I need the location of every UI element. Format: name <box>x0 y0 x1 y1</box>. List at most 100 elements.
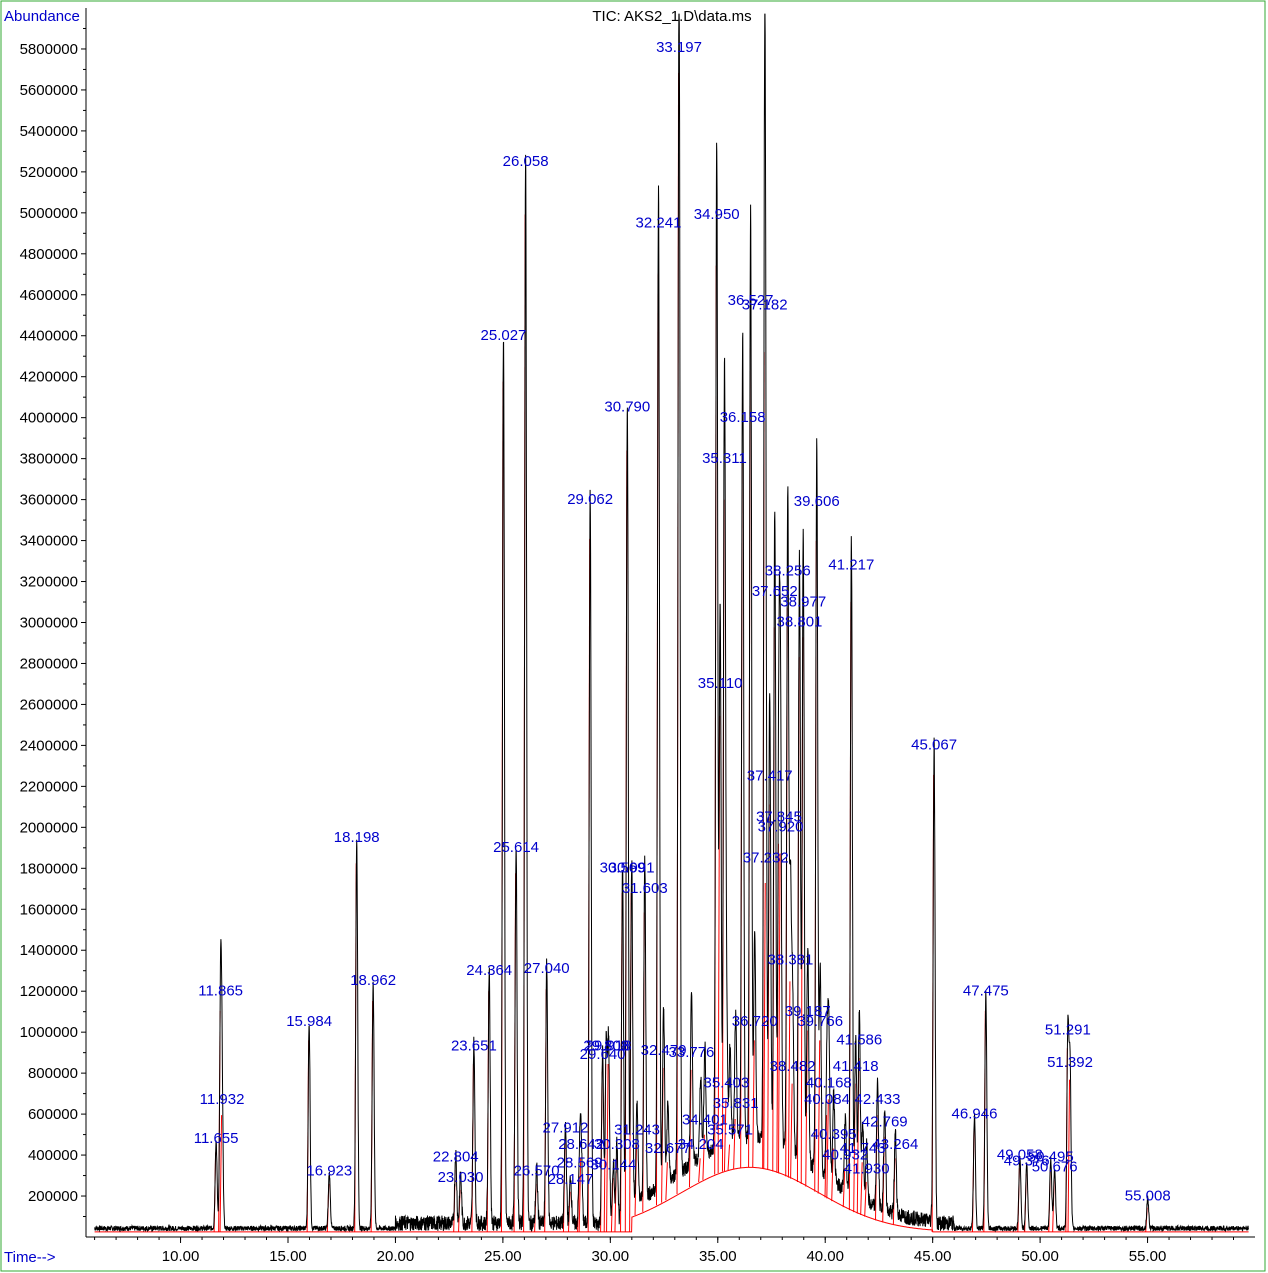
integration-peak-marker <box>665 1162 668 1201</box>
peak-label: 45.067 <box>911 737 957 754</box>
peak-label: 30.991 <box>609 860 655 877</box>
peak-label: 34.950 <box>694 206 740 223</box>
y-tick-label: 4400000 <box>20 328 78 345</box>
integration-peak-marker <box>817 1040 821 1194</box>
peak-label: 40.395 <box>811 1126 857 1143</box>
integration-peak-marker <box>723 1099 727 1172</box>
peak-label: 22.804 <box>433 1148 479 1165</box>
peak-label: 28.569 <box>557 1155 603 1172</box>
peak-label: 11.932 <box>200 1091 245 1108</box>
peak-label: 41.586 <box>836 1032 882 1049</box>
y-tick-label: 2200000 <box>20 778 78 795</box>
integration-peak-marker <box>860 1162 863 1216</box>
peak-label: 50.495 <box>1028 1148 1074 1165</box>
peak-label: 29.062 <box>567 491 613 508</box>
integration-peak-marker <box>842 1168 846 1208</box>
peak-label: 23.651 <box>451 1038 497 1055</box>
peak-label: 37.652 <box>752 583 798 600</box>
integration-peak-marker <box>219 1115 223 1232</box>
peak-label: 37.182 <box>742 296 788 313</box>
peak-label: 40.084 <box>804 1091 850 1108</box>
y-tick-label: 2800000 <box>20 655 78 672</box>
peak-label: 36.527 <box>728 292 774 309</box>
peak-label: 41.418 <box>833 1058 879 1075</box>
y-tick-label: 3600000 <box>20 492 78 509</box>
peak-label: 40.168 <box>806 1075 852 1092</box>
peak-label: 38.482 <box>770 1058 816 1075</box>
y-tick-label: 1800000 <box>20 860 78 877</box>
peak-label: 39.187 <box>785 1003 831 1020</box>
peak-label: 25.027 <box>481 327 527 344</box>
peak-label: 34.401 <box>682 1111 728 1128</box>
y-tick-label: 1400000 <box>20 942 78 959</box>
x-tick-label: 10.00 <box>162 1248 200 1265</box>
integration-peak-marker <box>752 1040 755 1168</box>
y-tick-label: 4800000 <box>20 246 78 263</box>
peak-label: 39.766 <box>797 1013 843 1030</box>
peak-label: 32.479 <box>641 1042 687 1059</box>
peak-label: 38.977 <box>780 593 826 610</box>
peak-label: 37.232 <box>743 849 789 866</box>
y-tick-label: 1000000 <box>20 1024 78 1041</box>
peak-label: 36.720 <box>732 1013 778 1030</box>
y-tick-label: 3000000 <box>20 615 78 632</box>
peak-label: 35.571 <box>707 1122 753 1139</box>
peak-label: 28.642 <box>558 1136 604 1153</box>
x-tick-label: 55.00 <box>1129 1248 1167 1265</box>
peak-label: 33.197 <box>656 39 702 56</box>
peak-label: 46.946 <box>952 1105 998 1122</box>
chart-title: TIC: AKS2_1.D\data.ms <box>592 8 751 25</box>
peak-label: 42.433 <box>855 1091 901 1108</box>
integration-peak-marker <box>826 1099 829 1199</box>
x-tick-label: 15.00 <box>269 1248 307 1265</box>
peak-label: 47.475 <box>963 982 1009 999</box>
y-tick-label: 4200000 <box>20 369 78 386</box>
peak-label: 11.865 <box>198 982 243 999</box>
integration-peak-marker <box>606 1063 609 1232</box>
y-tick-label: 600000 <box>28 1106 78 1123</box>
peak-label: 27.912 <box>543 1120 589 1137</box>
y-tick-label: 1200000 <box>20 983 78 1000</box>
y-tick-label: 800000 <box>28 1065 78 1082</box>
integration-peak-marker <box>787 981 791 1178</box>
integration-peak-marker <box>824 1115 828 1198</box>
peak-label: 28.147 <box>548 1171 594 1188</box>
peak-label: 35.403 <box>703 1075 749 1092</box>
peak-label: 35.110 <box>698 675 743 692</box>
peak-label: 18.198 <box>334 829 380 846</box>
integration-peak-marker <box>778 853 781 1174</box>
peak-label: 11.655 <box>194 1130 239 1147</box>
peak-label: 23.030 <box>438 1169 484 1186</box>
peak-label: 40.932 <box>822 1146 868 1163</box>
y-tick-label: 400000 <box>28 1147 78 1164</box>
peak-label: 26.570 <box>514 1163 560 1180</box>
peak-label: 38.256 <box>765 563 811 580</box>
peak-label: 31.243 <box>614 1122 660 1139</box>
peak-label: 38.381 <box>767 952 813 969</box>
peak-label: 37.845 <box>756 808 802 825</box>
peak-label: 30.569 <box>600 860 646 877</box>
peak-label: 35.831 <box>713 1095 759 1112</box>
tic-trace <box>94 13 1250 1233</box>
y-tick-label: 1600000 <box>20 901 78 918</box>
y-tick-label: 5600000 <box>20 82 78 99</box>
x-tick-label: 20.00 <box>377 1248 415 1265</box>
integration-peak-marker <box>733 1119 736 1169</box>
y-tick-label: 4000000 <box>20 410 78 427</box>
integration-peak-marker <box>1067 1079 1071 1232</box>
y-tick-label: 3200000 <box>20 574 78 591</box>
peak-label: 33.776 <box>669 1044 715 1061</box>
peak-label: 30.308 <box>594 1136 640 1153</box>
integration-peak-marker <box>702 1134 705 1180</box>
peak-label: 24.364 <box>466 962 512 979</box>
peak-label: 15.984 <box>286 1013 332 1030</box>
integration-baseline <box>94 1166 1249 1233</box>
peak-label: 29.640 <box>580 1046 626 1063</box>
y-tick-label: 4600000 <box>20 287 78 304</box>
peak-label: 34.204 <box>678 1136 724 1153</box>
peak-label: 37.417 <box>747 767 793 784</box>
peak-label: 55.008 <box>1125 1187 1171 1204</box>
y-tick-label: 5000000 <box>20 205 78 222</box>
